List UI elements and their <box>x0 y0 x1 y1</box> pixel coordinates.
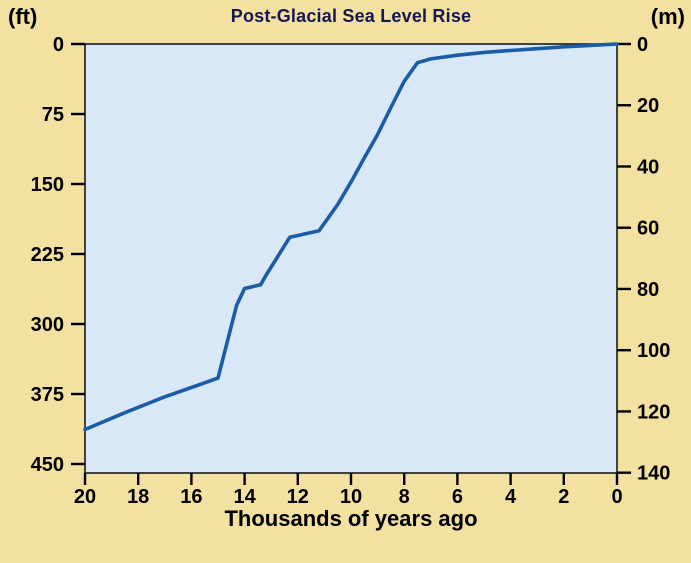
plot-area <box>84 43 618 474</box>
chart-title: Post-Glacial Sea Level Rise <box>230 6 472 26</box>
left-axis-tick-label: 0 <box>53 34 64 56</box>
x-axis-tick-label: 8 <box>399 486 410 508</box>
x-axis-tick-label: 6 <box>452 486 463 508</box>
x-axis-tick-label: 2 <box>558 486 569 508</box>
left-axis-unit-label: (ft) <box>8 4 38 29</box>
x-axis-tick-label: 12 <box>287 486 309 508</box>
x-axis-tick-label: 20 <box>74 486 96 508</box>
x-axis-label: Thousands of years ago <box>224 506 478 531</box>
x-axis-tick-label: 14 <box>233 486 256 508</box>
x-axis-tick-label: 4 <box>505 486 517 508</box>
right-axis-tick-label: 40 <box>637 156 659 178</box>
left-axis-tick-label: 75 <box>42 104 64 126</box>
right-axis-tick-label: 80 <box>637 279 659 301</box>
right-axis-unit-label: (m) <box>650 4 685 29</box>
right-axis-tick-label: 100 <box>637 340 670 362</box>
left-axis-tick-label: 225 <box>31 244 64 266</box>
left-axis-tick-label: 450 <box>31 454 64 476</box>
left-axis-tick-label: 150 <box>31 174 64 196</box>
x-axis-tick-label: 16 <box>180 486 202 508</box>
left-axis-tick-label: 375 <box>31 384 64 406</box>
right-axis-tick-label: 60 <box>637 218 659 240</box>
x-axis-tick-label: 0 <box>611 486 622 508</box>
right-axis-tick-label: 20 <box>637 95 659 117</box>
x-axis-tick-label: 10 <box>340 486 362 508</box>
x-axis-tick-label: 18 <box>127 486 149 508</box>
left-axis-tick-label: 300 <box>31 314 64 336</box>
right-axis-tick-label: 0 <box>637 34 648 56</box>
sea-level-line <box>83 42 619 432</box>
right-axis-tick-label: 140 <box>637 463 670 485</box>
right-axis-tick-label: 120 <box>637 401 670 423</box>
